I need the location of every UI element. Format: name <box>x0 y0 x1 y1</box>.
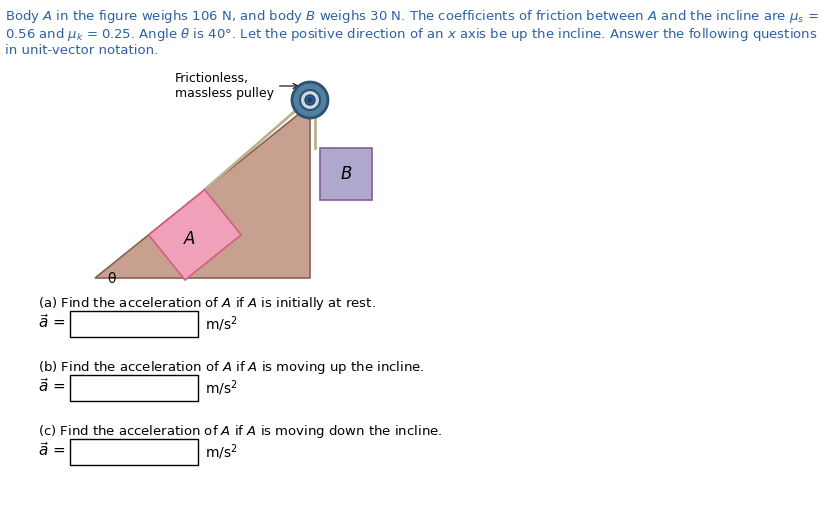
Polygon shape <box>148 190 241 280</box>
Text: B: B <box>340 165 352 183</box>
Text: in unit-vector notation.: in unit-vector notation. <box>5 44 158 57</box>
Bar <box>70 375 198 401</box>
Circle shape <box>308 98 312 102</box>
Text: (a) Find the acceleration of $A$ if $A$ is initially at rest.: (a) Find the acceleration of $A$ if $A$ … <box>38 295 376 312</box>
Bar <box>70 439 198 465</box>
Text: (b) Find the acceleration of $A$ if $A$ is moving up the incline.: (b) Find the acceleration of $A$ if $A$ … <box>38 359 424 376</box>
Text: m/s$^2$: m/s$^2$ <box>205 378 238 398</box>
Text: m/s$^2$: m/s$^2$ <box>205 442 238 462</box>
Polygon shape <box>300 105 318 113</box>
Text: A: A <box>185 230 195 248</box>
Bar <box>320 148 372 200</box>
Polygon shape <box>95 105 310 278</box>
Text: $\vec{a}$ =: $\vec{a}$ = <box>38 377 65 395</box>
Text: Frictionless,
massless pulley: Frictionless, massless pulley <box>175 72 298 100</box>
Text: $\vec{a}$ =: $\vec{a}$ = <box>38 313 65 331</box>
Circle shape <box>305 95 315 105</box>
Bar <box>70 311 198 337</box>
Text: m/s$^2$: m/s$^2$ <box>205 314 238 334</box>
Text: (c) Find the acceleration of $A$ if $A$ is moving down the incline.: (c) Find the acceleration of $A$ if $A$ … <box>38 423 442 440</box>
Text: θ: θ <box>107 272 115 286</box>
Circle shape <box>300 90 320 110</box>
Text: Body $A$ in the figure weighs 106 N, and body $B$ weighs 30 N. The coefficients : Body $A$ in the figure weighs 106 N, and… <box>5 8 818 25</box>
Circle shape <box>292 82 328 118</box>
Text: 0.56 and $\mu_k$ = 0.25. Angle $\theta$ is 40°. Let the positive direction of an: 0.56 and $\mu_k$ = 0.25. Angle $\theta$ … <box>5 26 817 43</box>
Text: $\vec{a}$ =: $\vec{a}$ = <box>38 441 65 459</box>
